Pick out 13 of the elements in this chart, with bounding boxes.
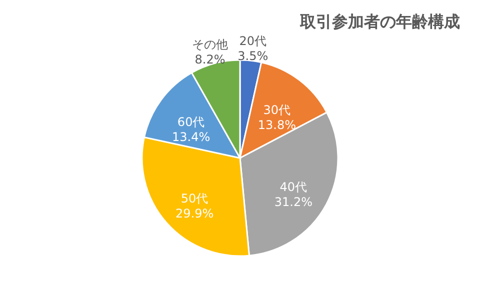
slice-label: 40代 <box>280 180 308 194</box>
data-label: 3.5% <box>238 49 268 64</box>
slice-label: 50代 <box>180 191 208 206</box>
data-label: 29.9% <box>175 206 214 220</box>
slice-label: 60代 <box>177 114 205 129</box>
data-label: 8.2% <box>194 52 226 66</box>
slice-label: 20代 <box>239 34 267 48</box>
data-label: 31.2% <box>274 194 312 209</box>
slice-label: その他 <box>192 37 228 52</box>
data-label: 13.4% <box>172 130 210 144</box>
text: 取引参加者の年齢構成 <box>299 12 460 31</box>
slice-label: 30代 <box>263 102 291 117</box>
data-label: 13.8% <box>258 118 296 132</box>
